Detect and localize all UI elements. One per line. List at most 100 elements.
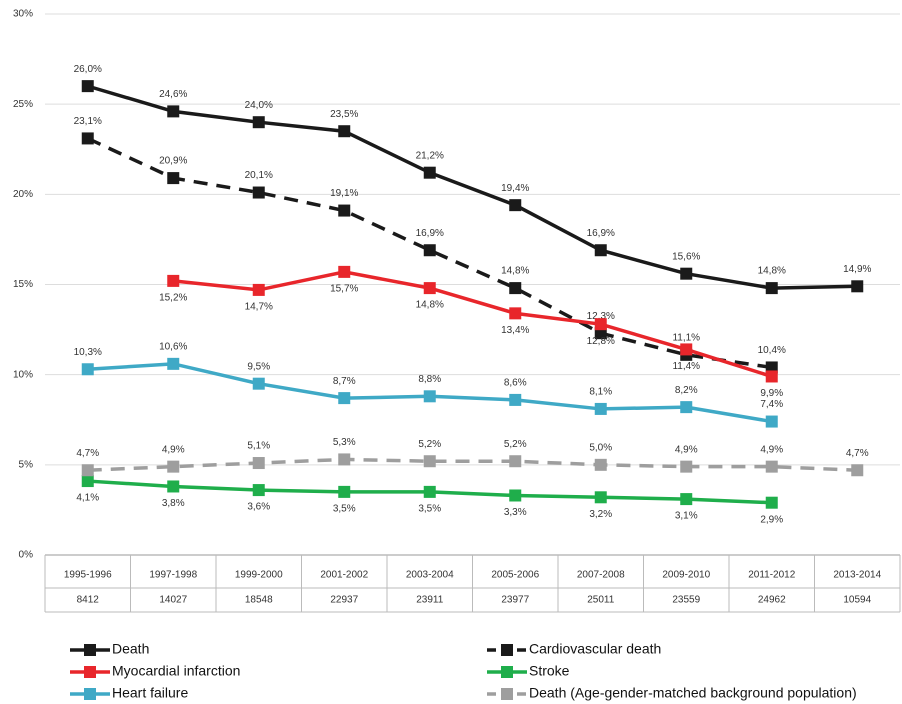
data-label: 16,9% [416,228,444,239]
point-marker [423,485,436,498]
y-tick-label: 0% [19,550,34,561]
count-label: 23977 [501,595,529,606]
point-marker [851,464,864,477]
x-tick-label: 2003-2004 [406,570,454,581]
y-tick-label: 30% [13,9,33,20]
point-marker [252,377,265,390]
series-line [173,270,773,379]
point-marker [851,280,864,293]
x-tick-label: 1999-2000 [235,570,283,581]
point-marker [594,491,607,504]
data-label: 8,8% [418,374,441,385]
data-label: 8,2% [675,385,698,396]
point-marker [338,453,351,466]
data-label: 4,9% [675,444,698,455]
x-tick-label: 2009-2010 [662,570,710,581]
point-marker [680,343,693,356]
point-marker [765,496,778,509]
data-label: 4,7% [76,448,99,459]
data-label: 5,3% [333,437,356,448]
data-label: 3,1% [675,511,698,522]
data-label: 24,6% [159,89,187,100]
data-label: 14,8% [501,266,529,277]
series-line [87,136,773,370]
data-label: 14,8% [416,300,444,311]
data-label: 3,2% [589,509,612,520]
data-label: 19,1% [330,188,358,199]
data-label: 3,3% [504,507,527,518]
point-marker [167,172,180,185]
data-label: 3,6% [247,502,270,513]
legend-label: Death [112,641,149,657]
data-label: 4,7% [846,448,869,459]
data-label: 5,0% [589,442,612,453]
legend-label: Stroke [529,663,570,679]
point-marker [765,282,778,295]
data-label: 4,1% [76,493,99,504]
point-marker [252,283,265,296]
point-marker [338,485,351,498]
data-label: 12,8% [587,336,615,347]
point-marker [765,361,778,374]
legend-swatch-marker [501,644,513,656]
y-tick-label: 5% [19,459,34,470]
y-tick-label: 20% [13,189,33,200]
point-marker [252,457,265,470]
legend-label: Cardiovascular death [529,641,661,657]
point-marker [509,455,522,468]
point-marker [765,370,778,383]
point-marker [252,186,265,199]
point-marker [680,493,693,506]
x-tick-label: 2013-2014 [833,570,881,581]
point-marker [765,415,778,428]
y-tick-label: 10% [13,369,33,380]
count-label: 24962 [758,595,786,606]
point-marker [423,166,436,179]
data-label: 15,6% [672,251,700,262]
data-label: 7,4% [760,399,783,410]
data-label: 9,9% [760,388,783,399]
data-label: 3,5% [333,504,356,515]
data-label: 20,1% [245,170,273,181]
count-label: 23911 [416,595,444,606]
point-marker [423,455,436,468]
point-marker [680,267,693,280]
point-marker [167,460,180,473]
point-marker [81,132,94,145]
data-label: 11,4% [672,361,700,372]
x-tick-label: 2005-2006 [491,570,539,581]
series-line [87,84,858,290]
data-label: 15,7% [330,284,358,295]
point-marker [509,282,522,295]
data-label: 24,0% [245,100,273,111]
point-marker [594,244,607,257]
count-label: 22937 [330,595,358,606]
point-marker [167,480,180,493]
data-label: 4,9% [760,444,783,455]
point-marker [81,80,94,93]
y-tick-label: 15% [13,279,33,290]
count-label: 23559 [672,595,700,606]
legend-swatch-marker [501,666,513,678]
legend-swatch-marker [84,688,96,700]
data-label: 10,6% [159,341,187,352]
x-tick-label: 2011-2012 [748,570,796,581]
point-marker [680,401,693,414]
point-marker [252,484,265,497]
data-label: 15,2% [159,293,187,304]
series-line [87,457,858,472]
x-tick-label: 1997-1998 [149,570,197,581]
data-label: 8,7% [333,376,356,387]
data-label: 3,5% [418,504,441,515]
x-tick-label: 2007-2008 [577,570,625,581]
data-label: 26,0% [74,64,102,75]
point-marker [423,244,436,257]
legend-swatch-marker [84,644,96,656]
point-marker [594,402,607,415]
point-marker [338,392,351,405]
x-tick-label: 1995-1996 [64,570,112,581]
data-label: 14,9% [843,264,871,275]
y-tick-label: 25% [13,99,33,110]
point-marker [509,489,522,502]
